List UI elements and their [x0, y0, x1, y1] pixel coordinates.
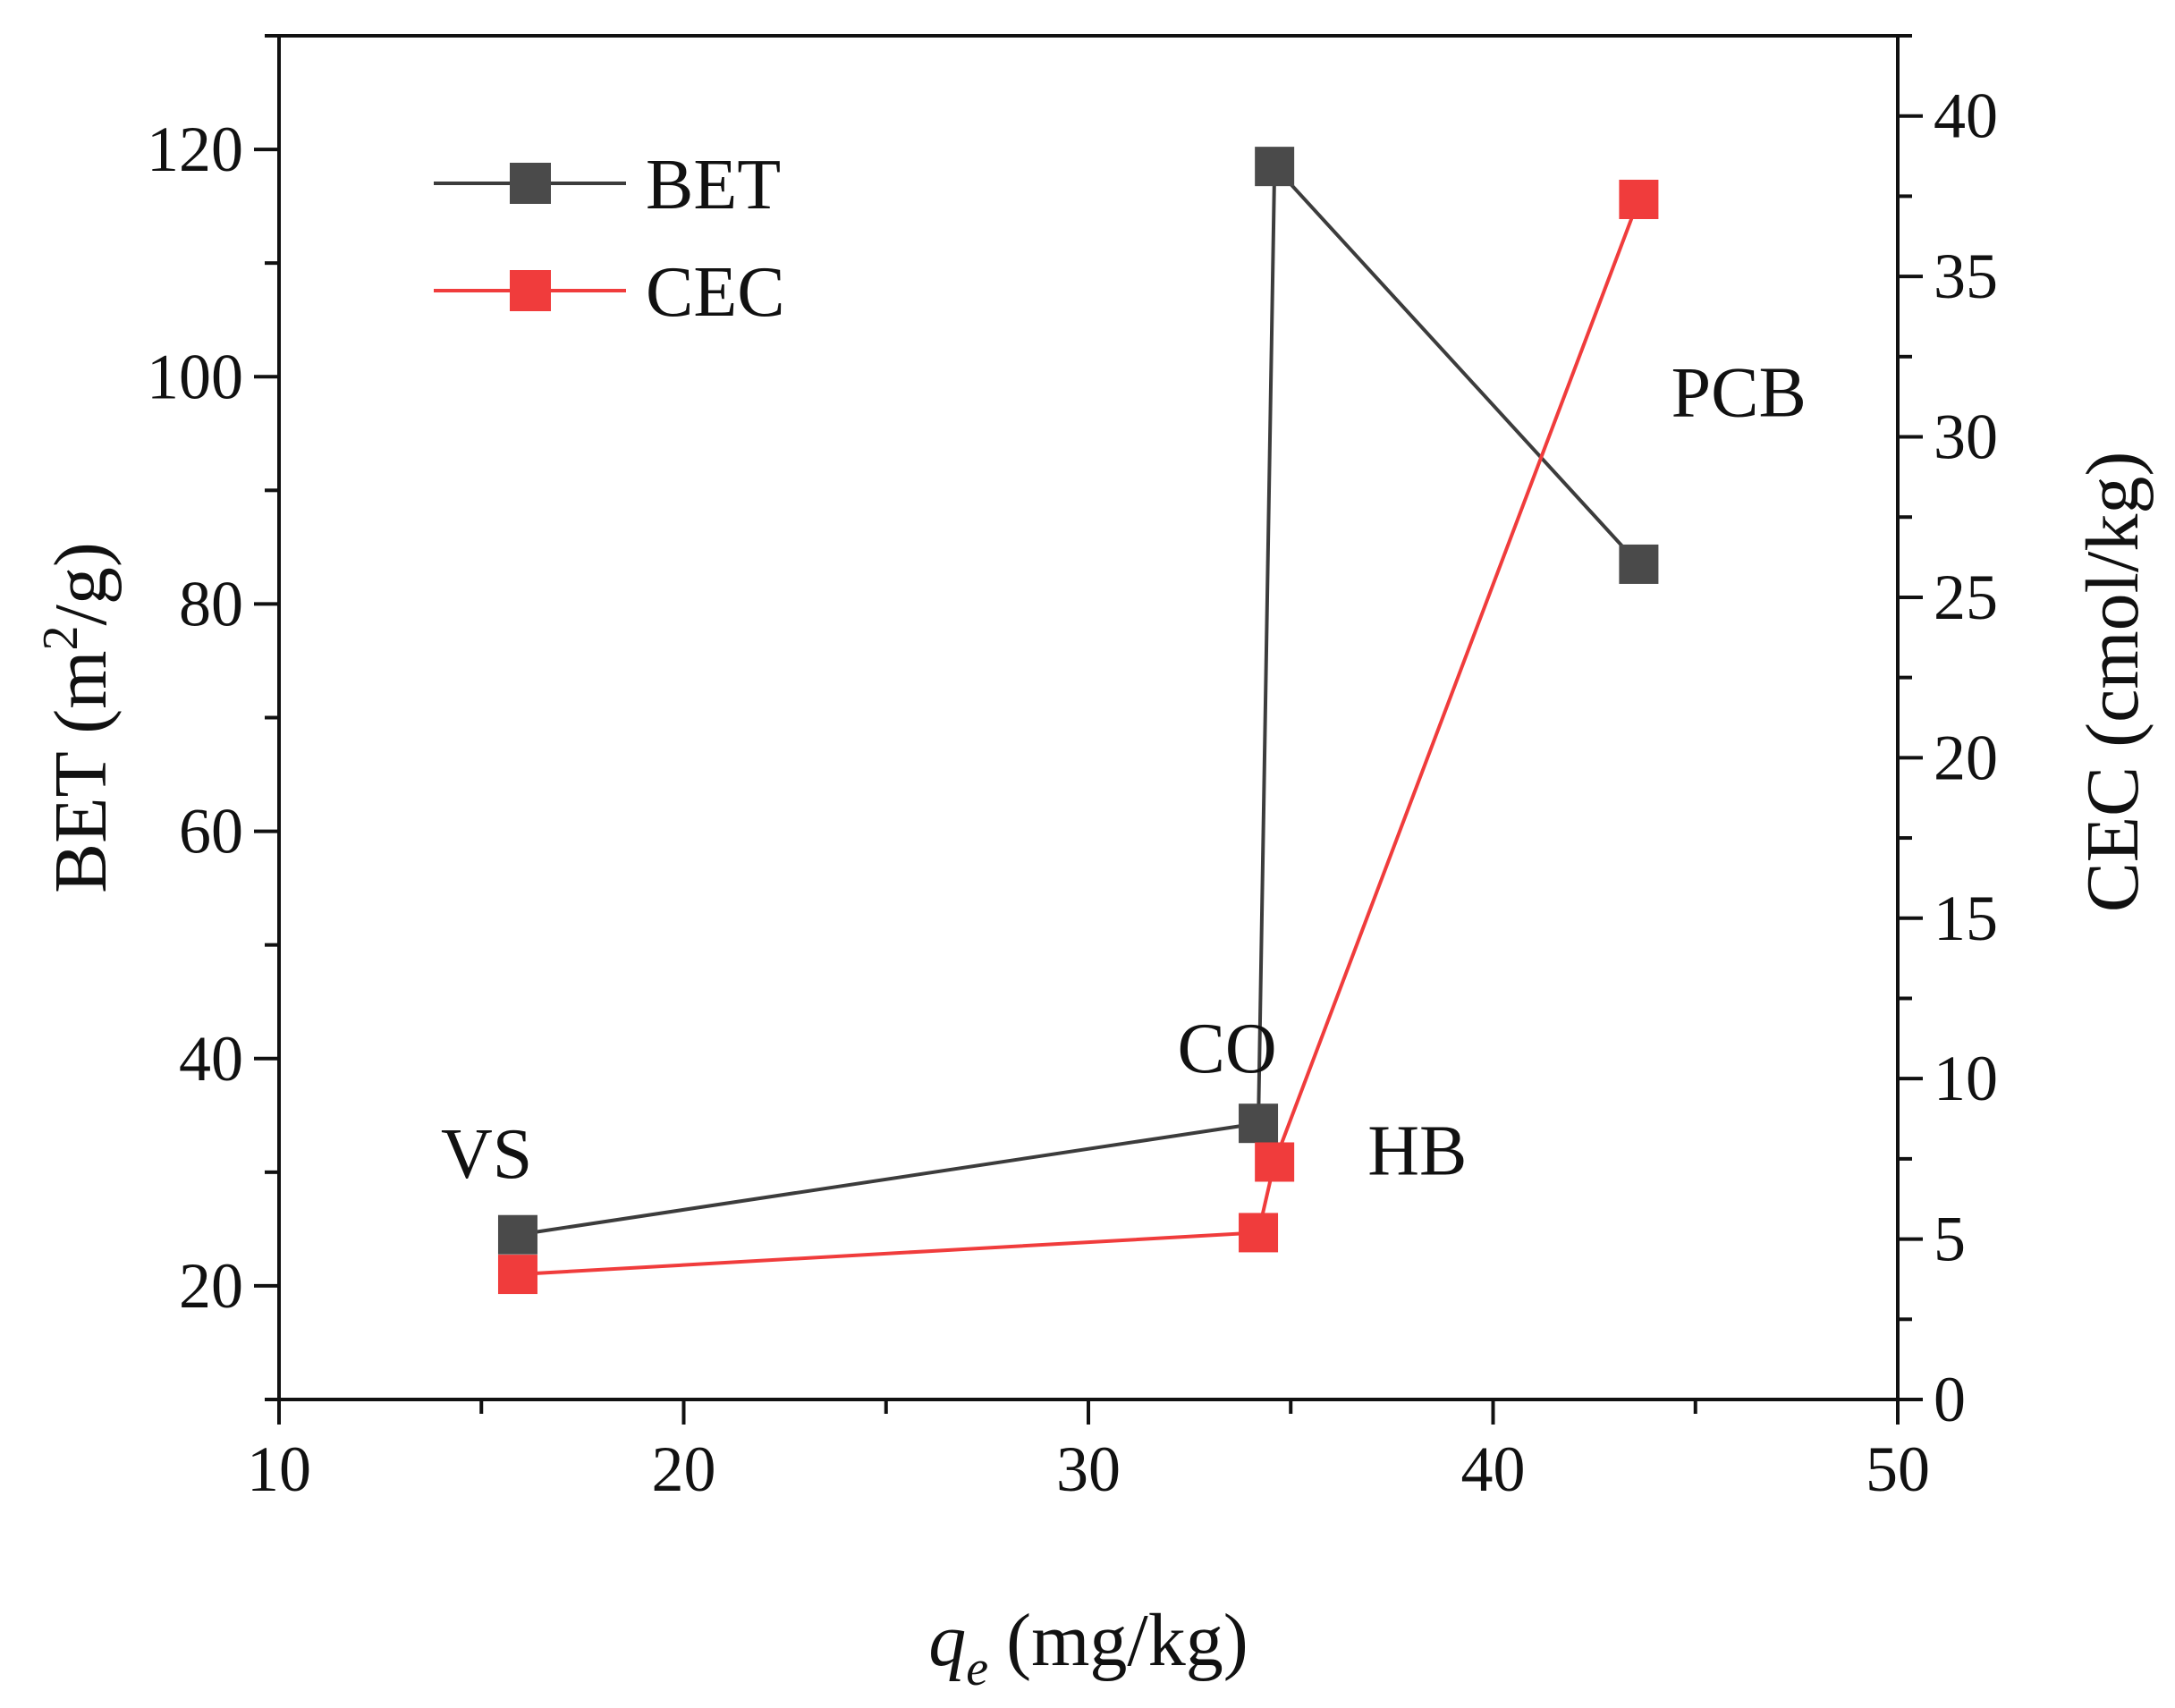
y-right-tick-label: 30 [1934, 402, 1998, 473]
x-tick-label: 50 [1866, 1433, 1930, 1505]
cec-data-point [497, 1255, 537, 1295]
y-left-title-sup: 2 [33, 625, 89, 650]
y-right-tick-label: 0 [1934, 1364, 1966, 1435]
y-right-tick-label: 40 [1934, 80, 1998, 152]
x-axis-title: qe (mg/kg) [928, 1599, 1248, 1696]
x-tick-label: 20 [652, 1433, 716, 1505]
y-axis-left-title: BET (m2/g) [33, 542, 123, 893]
cec-data-point [1239, 1213, 1279, 1253]
y-axis-right-title: CEC (cmol/kg) [2071, 452, 2154, 913]
x-axis-subscript: e [966, 1641, 988, 1696]
point-label-vs: VS [441, 1115, 532, 1194]
x-axis-unit: (mg/kg) [1006, 1599, 1248, 1682]
y-right-tick-label: 5 [1934, 1204, 1966, 1275]
y-left-tick-label: 60 [179, 796, 243, 867]
x-tick-label: 40 [1461, 1433, 1526, 1505]
legend: BET CEC [434, 146, 785, 332]
annotations: VS CO HB PCB [441, 354, 1807, 1194]
y-left-title-tail: /g) [39, 542, 123, 625]
y-left-tick-label: 40 [179, 1023, 243, 1095]
y-left-tick-label: 100 [147, 341, 243, 412]
bet-data-point [497, 1214, 537, 1255]
y-right-tick-label: 20 [1934, 722, 1998, 793]
cec-data-point [1619, 180, 1659, 219]
bet-data-point [1239, 1103, 1279, 1144]
point-label-co: CO [1178, 1010, 1277, 1088]
y-right-tick-label: 15 [1934, 883, 1998, 954]
legend-marker-cec [510, 270, 551, 311]
y-left-tick-label: 80 [179, 568, 243, 639]
cec-series-line [517, 199, 1641, 1277]
y-right-tick-label: 25 [1934, 562, 1998, 633]
y-left-tick-label: 120 [147, 114, 243, 185]
point-label-hb: HB [1367, 1112, 1467, 1190]
legend-marker-bet [510, 163, 551, 204]
legend-label-bet: BET [646, 146, 781, 224]
plot-frame [277, 34, 1900, 1401]
y-left-title-base: BET (m [39, 650, 123, 892]
bet-data-point [1255, 147, 1295, 187]
x-tick-label: 30 [1056, 1433, 1121, 1505]
x-axis-symbol: q [928, 1599, 966, 1682]
x-tick-label: 10 [247, 1433, 311, 1505]
plot-area [497, 147, 1659, 1295]
bet-data-point [1619, 544, 1659, 584]
legend-label-cec: CEC [646, 253, 785, 332]
y-right-tick-label: 35 [1934, 241, 1998, 312]
point-label-pcb: PCB [1671, 354, 1807, 433]
y-left-tick-label: 20 [179, 1250, 243, 1322]
axes: 10 20 30 40 50 20 40 60 80 100 120 0 5 10 15 20 25 30 35 40 [147, 34, 1998, 1505]
bet-series-line [517, 162, 1640, 1237]
y-right-tick-label: 10 [1934, 1043, 1998, 1114]
cec-data-point [1255, 1142, 1295, 1182]
